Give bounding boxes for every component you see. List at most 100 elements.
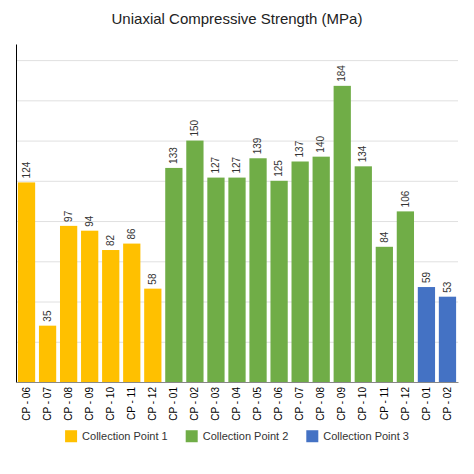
x-tick: CP - 02 <box>189 387 200 421</box>
x-tick-label: CP - 02 <box>442 387 453 421</box>
bar <box>228 178 245 382</box>
x-axis: CP - 06 CP - 07 CP - 08 CP - 09 CP - 10 CP - … <box>17 383 459 421</box>
bar <box>102 250 119 382</box>
data-label: 133 <box>168 147 179 164</box>
x-tick-label: CP - 07 <box>294 387 305 421</box>
x-tick: CP - 10 <box>105 387 116 421</box>
data-label: 125 <box>273 160 284 177</box>
bar <box>207 178 224 382</box>
plot: CP - 06 CP - 07 CP - 08 CP - 09 CP - 10 CP - … <box>16 45 459 421</box>
x-tick: CP - 02 <box>442 387 453 421</box>
data-label: 140 <box>315 136 326 153</box>
x-tick-label: CP - 09 <box>336 387 347 421</box>
grid-line <box>16 382 458 383</box>
legend-item: Collection Point 2 <box>186 430 289 442</box>
bar <box>144 289 161 382</box>
data-label: 134 <box>357 145 368 162</box>
x-tick: CP - 07 <box>42 387 53 421</box>
x-tick-label: CP - 07 <box>42 387 53 421</box>
x-tick: CP - 08 <box>315 387 326 421</box>
bars <box>18 86 456 382</box>
bar <box>39 326 56 382</box>
grid-line <box>16 141 458 142</box>
grid-tick <box>16 141 458 142</box>
x-tick-label: CP - 10 <box>105 387 116 421</box>
data-label: 106 <box>400 190 411 207</box>
x-tick-label: CP - 06 <box>273 387 284 421</box>
chart: Uniaxial Compressive Strength (MPa) CP - … <box>0 0 474 474</box>
data-label: 127 <box>210 156 221 173</box>
x-tick-label: CP - 06 <box>21 387 32 421</box>
data-label: 59 <box>421 271 432 283</box>
grid-tick <box>16 60 458 61</box>
x-tick: CP - 09 <box>336 387 347 421</box>
legend-label: Collection Point 2 <box>203 430 289 442</box>
data-label: 139 <box>252 137 263 154</box>
bar <box>123 244 140 382</box>
bar <box>292 161 309 382</box>
bar <box>81 231 98 382</box>
x-tick: CP - 11 <box>126 387 137 420</box>
bar <box>376 247 393 382</box>
x-tick: CP - 01 <box>168 387 179 421</box>
x-tick: CP - 06 <box>21 387 32 421</box>
bar <box>60 226 77 382</box>
legend-label: Collection Point 3 <box>323 430 409 442</box>
legend-label: Collection Point 1 <box>82 430 168 442</box>
grid-tick <box>16 100 458 101</box>
bar <box>439 297 456 382</box>
bar <box>270 181 287 382</box>
bar <box>355 166 372 382</box>
legend-swatch <box>65 430 77 442</box>
x-tick-label: CP - 12 <box>400 387 411 421</box>
legend-item: Collection Point 3 <box>306 430 409 442</box>
x-tick-label: CP - 11 <box>126 387 137 420</box>
data-label: 58 <box>147 273 158 285</box>
data-label: 82 <box>105 234 116 246</box>
data-label: 86 <box>126 228 137 240</box>
x-tick: CP - 01 <box>421 387 432 421</box>
bar <box>334 86 351 382</box>
x-tick-label: CP - 08 <box>63 387 74 421</box>
x-tick-label: CP - 09 <box>84 387 95 421</box>
data-labels: 1243597948286581331501271271391251371401… <box>21 65 453 322</box>
bar <box>18 182 35 382</box>
data-label: 124 <box>21 161 32 178</box>
x-tick-label: CP - 01 <box>168 387 179 421</box>
x-tick-label: CP - 11 <box>379 387 390 420</box>
data-label: 35 <box>42 310 53 322</box>
bar <box>186 141 203 382</box>
y-axis-line <box>16 45 17 383</box>
x-tick: CP - 12 <box>147 387 158 421</box>
x-tick: CP - 05 <box>252 387 263 421</box>
x-axis-line <box>17 382 459 383</box>
grid <box>16 61 458 383</box>
bar <box>397 211 414 382</box>
x-tick: CP - 04 <box>231 387 242 421</box>
y-axis <box>16 45 17 383</box>
x-tick: CP - 11 <box>379 387 390 420</box>
x-tick: CP - 10 <box>357 387 368 421</box>
bar <box>165 168 182 382</box>
x-tick: CP - 06 <box>273 387 284 421</box>
x-tick-label: CP - 01 <box>421 387 432 421</box>
x-tick: CP - 12 <box>400 387 411 421</box>
bar <box>313 157 330 382</box>
data-label: 97 <box>63 210 74 222</box>
legend-swatch <box>306 430 318 442</box>
data-label: 53 <box>442 281 453 293</box>
x-tick-label: CP - 10 <box>357 387 368 421</box>
data-label: 184 <box>336 65 347 82</box>
bar <box>418 287 435 382</box>
x-tick: CP - 07 <box>294 387 305 421</box>
x-tick-label: CP - 08 <box>315 387 326 421</box>
grid-line <box>16 60 458 61</box>
x-tick-label: CP - 04 <box>231 387 242 421</box>
title: Uniaxial Compressive Strength (MPa) <box>112 10 363 27</box>
legend: Collection Point 1 Collection Point 2 Coll… <box>65 430 409 442</box>
x-tick: CP - 08 <box>63 387 74 421</box>
grid-line <box>16 100 458 101</box>
data-label: 150 <box>189 119 200 136</box>
data-label: 94 <box>84 215 95 227</box>
legend-item: Collection Point 1 <box>65 430 168 442</box>
